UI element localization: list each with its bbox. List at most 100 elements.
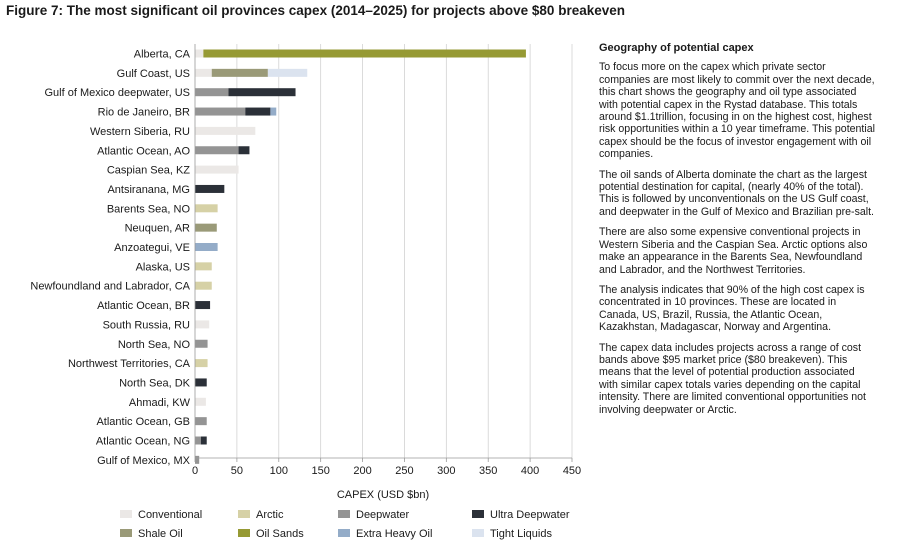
x-tick-label: 350 (479, 465, 497, 477)
category-label: Ahmadi, KW (129, 397, 191, 409)
bar-segment (195, 436, 201, 445)
legend-item: Ultra Deepwater (472, 509, 569, 521)
capex-bar-chart: Alberta, CA Gulf Coast, US Gulf of Mexico … (30, 44, 581, 501)
x-tick-label: 50 (231, 465, 243, 477)
category-label: Northwest Territories, CA (68, 358, 191, 370)
bar-segment (195, 126, 256, 135)
panel-heading: Geography of potential capex (599, 42, 754, 54)
bar-segment (195, 204, 218, 213)
legend-label: Conventional (138, 509, 203, 521)
category-label: Gulf of Mexico deepwater, US (44, 87, 190, 99)
category-label: North Sea, NO (118, 339, 191, 351)
x-tick-label: 100 (270, 465, 288, 477)
x-tick-label: 450 (563, 465, 581, 477)
category-label: Gulf of Mexico, MX (97, 455, 191, 467)
bar-segment (195, 281, 212, 290)
bar-segment (195, 88, 229, 97)
category-label: Atlantic Ocean, AO (97, 145, 190, 157)
x-axis-title: CAPEX (USD $bn) (337, 489, 429, 501)
legend-swatch (472, 510, 484, 518)
legend-swatch (472, 529, 484, 537)
bar-segment (195, 339, 208, 348)
bar-segment (195, 359, 208, 368)
bar-segment (195, 184, 225, 193)
panel-paragraph: There are also some expensive convention… (599, 226, 868, 276)
bar-segment (195, 146, 239, 155)
bar-segment (195, 165, 239, 174)
bar-segment (195, 223, 217, 232)
category-label: Atlantic Ocean, BR (97, 300, 190, 312)
legend-label: Oil Sands (256, 528, 304, 540)
category-label: Alaska, US (136, 261, 190, 273)
legend-item: Conventional (120, 509, 202, 521)
x-tick-label: 0 (192, 465, 198, 477)
chart-x-ticks: 0 50 100 150 200 250 300 350 400 450 (192, 458, 581, 477)
category-label: Neuquen, AR (125, 223, 190, 235)
legend-swatch (120, 529, 132, 537)
bar-segment (238, 146, 250, 155)
figure-title: Figure 7: The most significant oil provi… (6, 3, 625, 18)
legend-swatch (238, 529, 250, 537)
category-label: Atlantic Ocean, GB (96, 416, 190, 428)
bar-segment (195, 455, 200, 464)
bar-segment (195, 378, 207, 387)
panel-paragraph: To focus more on the capex which private… (599, 61, 875, 161)
category-label: Western Siberia, RU (90, 126, 190, 138)
legend-item: Deepwater (338, 509, 409, 521)
legend-swatch (120, 510, 132, 518)
category-label: Antsiranana, MG (107, 184, 190, 196)
bar-segment (195, 262, 212, 271)
bar-segment (203, 49, 526, 58)
category-label: Gulf Coast, US (117, 68, 190, 80)
category-label: North Sea, DK (119, 377, 191, 389)
legend-label: Extra Heavy Oil (356, 528, 433, 540)
bar-segment (245, 107, 271, 116)
category-label: Barents Sea, NO (107, 203, 191, 215)
category-label: Newfoundland and Labrador, CA (30, 281, 190, 293)
chart-gridlines (236, 44, 573, 458)
legend-label: Deepwater (356, 509, 410, 521)
legend-label: Shale Oil (138, 528, 183, 540)
category-label: Atlantic Ocean, NG (96, 436, 190, 448)
bar-segment (195, 320, 210, 329)
panel-paragraph: The analysis indicates that 90% of the h… (599, 283, 865, 334)
bar-segment (195, 107, 246, 116)
bar-segment (195, 301, 211, 310)
bar-segment (228, 88, 296, 97)
category-label: Caspian Sea, KZ (107, 165, 190, 177)
bar-segment (211, 68, 268, 77)
chart-bars (195, 49, 526, 464)
x-tick-label: 400 (521, 465, 539, 477)
bar-segment (195, 417, 207, 426)
bar-segment (195, 49, 204, 58)
legend-swatch (238, 510, 250, 518)
bar-segment (270, 107, 277, 116)
category-label: Anzoategui, VE (114, 242, 190, 254)
legend-item: Shale Oil (120, 528, 183, 540)
legend-swatch (338, 510, 350, 518)
legend-label: Tight Liquids (490, 528, 552, 540)
bar-segment (195, 68, 212, 77)
panel-paragraph: The oil sands of Alberta dominate the ch… (599, 168, 874, 218)
bar-segment (267, 68, 308, 77)
category-label: Rio de Janeiro, BR (98, 107, 190, 119)
bar-segment (200, 436, 207, 445)
bar-segment (195, 243, 218, 251)
bar-segment (195, 397, 206, 406)
chart-category-labels: Alberta, CA Gulf Coast, US Gulf of Mexico … (30, 49, 190, 467)
x-tick-label: 150 (311, 465, 329, 477)
legend-label: Ultra Deepwater (490, 509, 570, 521)
legend-item: Extra Heavy Oil (338, 528, 432, 540)
commentary-panel: Geography of potential capex To focus mo… (599, 42, 875, 424)
legend-item: Oil Sands (238, 528, 304, 540)
legend-item: Arctic (238, 509, 284, 521)
legend-swatch (338, 529, 350, 537)
legend-item: Tight Liquids (472, 528, 552, 540)
x-tick-label: 300 (437, 465, 455, 477)
category-label: South Russia, RU (103, 319, 190, 331)
x-tick-label: 250 (395, 465, 413, 477)
category-label: Alberta, CA (134, 49, 191, 61)
x-tick-label: 200 (353, 465, 371, 477)
legend-label: Arctic (256, 509, 284, 521)
panel-paragraph: The capex data includes projects across … (599, 341, 866, 416)
